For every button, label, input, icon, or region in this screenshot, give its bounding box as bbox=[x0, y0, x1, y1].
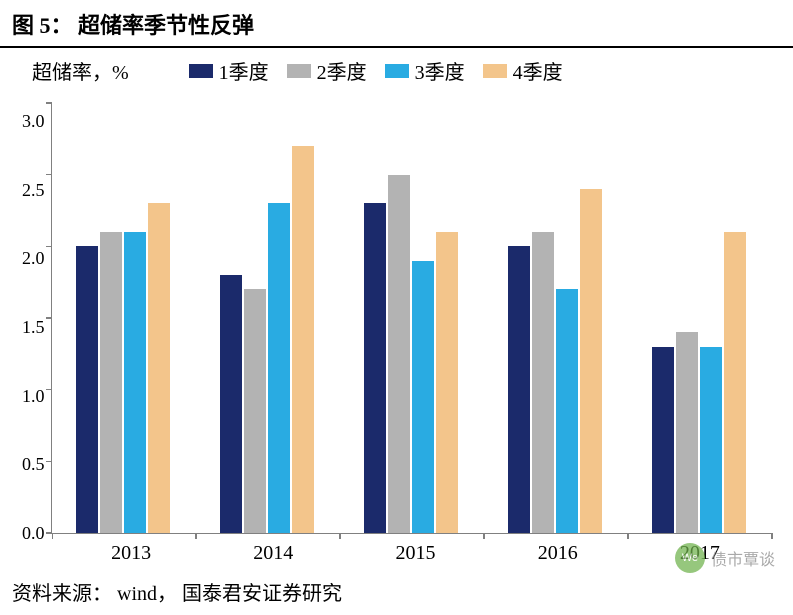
title-divider bbox=[0, 46, 793, 48]
bar bbox=[580, 189, 602, 533]
plot-box bbox=[51, 103, 772, 534]
x-tick-mark bbox=[627, 533, 629, 539]
bar-group bbox=[627, 103, 771, 533]
y-tick-label: 2.0 bbox=[22, 249, 45, 267]
bar bbox=[724, 232, 746, 533]
y-tick-mark bbox=[46, 317, 52, 319]
bar-group bbox=[52, 103, 196, 533]
bar bbox=[220, 275, 242, 533]
x-tick-label: 2016 bbox=[487, 534, 629, 565]
y-tick-label: 0.0 bbox=[22, 524, 45, 542]
legend-swatch bbox=[287, 64, 311, 78]
y-tick-mark bbox=[46, 174, 52, 176]
legend-item: 2季度 bbox=[287, 56, 367, 85]
bar bbox=[508, 246, 530, 533]
bar-group bbox=[339, 103, 483, 533]
bar bbox=[412, 261, 434, 533]
bar-group bbox=[195, 103, 339, 533]
bar bbox=[652, 347, 674, 533]
figure-title: 图 5： 超储率季节性反弹 bbox=[0, 0, 793, 46]
y-tick-mark bbox=[46, 461, 52, 463]
x-tick-label: 2015 bbox=[344, 534, 486, 565]
y-axis-title: 超储率，% bbox=[32, 56, 129, 85]
legend-label: 2季度 bbox=[317, 56, 367, 85]
watermark: We 债市覃谈 bbox=[675, 543, 775, 573]
legend-label: 1季度 bbox=[219, 56, 269, 85]
y-tick-label: 3.0 bbox=[22, 112, 45, 130]
legend-swatch bbox=[189, 64, 213, 78]
bar-group bbox=[483, 103, 627, 533]
x-tick-mark bbox=[195, 533, 197, 539]
x-tick-mark bbox=[339, 533, 341, 539]
y-tick-mark bbox=[46, 246, 52, 248]
y-tick-mark bbox=[46, 389, 52, 391]
legend: 1季度 2季度 3季度 4季度 bbox=[189, 56, 563, 85]
legend-item: 4季度 bbox=[483, 56, 563, 85]
chart-area: 超储率，% 1季度 2季度 3季度 4季度 3.0 2.5 2.0 1.5 1.0 0.5 0.0… bbox=[0, 52, 793, 565]
x-axis: 20132014201520162017 bbox=[60, 534, 781, 565]
y-tick-label: 2.5 bbox=[22, 181, 45, 199]
legend-label: 4季度 bbox=[513, 56, 563, 85]
x-tick-label: 2013 bbox=[60, 534, 202, 565]
x-tick-mark bbox=[771, 533, 773, 539]
bar-groups bbox=[52, 103, 772, 533]
watermark-text: 债市覃谈 bbox=[711, 546, 775, 570]
bar bbox=[244, 289, 266, 533]
bar bbox=[388, 175, 410, 533]
wechat-icon: We bbox=[675, 543, 705, 573]
bar bbox=[676, 332, 698, 533]
legend-item: 3季度 bbox=[385, 56, 465, 85]
y-tick-mark bbox=[46, 102, 52, 104]
x-tick-mark bbox=[52, 533, 54, 539]
bar bbox=[292, 146, 314, 533]
x-tick-mark bbox=[483, 533, 485, 539]
x-tick-label: 2014 bbox=[202, 534, 344, 565]
bar bbox=[556, 289, 578, 533]
y-tick-label: 1.0 bbox=[22, 387, 45, 405]
y-tick-label: 1.5 bbox=[22, 318, 45, 336]
bar bbox=[268, 203, 290, 533]
legend-swatch bbox=[483, 64, 507, 78]
bar bbox=[532, 232, 554, 533]
legend-swatch bbox=[385, 64, 409, 78]
chart-header: 超储率，% 1季度 2季度 3季度 4季度 bbox=[12, 52, 781, 89]
bar bbox=[100, 232, 122, 533]
legend-label: 3季度 bbox=[415, 56, 465, 85]
bar bbox=[436, 232, 458, 533]
bar bbox=[76, 246, 98, 533]
legend-item: 1季度 bbox=[189, 56, 269, 85]
y-tick-label: 0.5 bbox=[22, 455, 45, 473]
bar bbox=[700, 347, 722, 533]
plot-outer: 3.02.52.01.51.00.50.0 bbox=[12, 89, 781, 534]
bar bbox=[148, 203, 170, 533]
bar bbox=[364, 203, 386, 533]
bar bbox=[124, 232, 146, 533]
